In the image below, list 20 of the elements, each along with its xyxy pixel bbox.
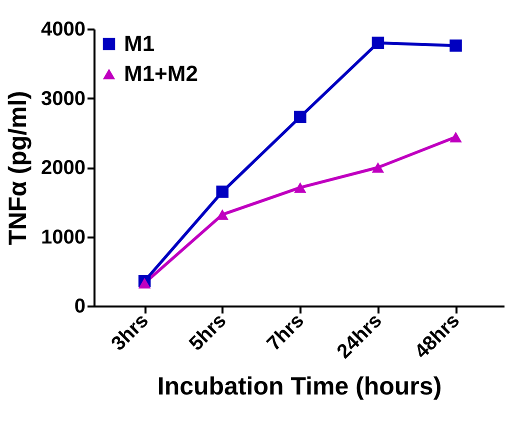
point xyxy=(372,36,384,49)
point xyxy=(450,132,462,142)
y-tick-label: 2000 xyxy=(41,157,86,179)
y-tick-label: 0 xyxy=(74,296,86,318)
x-tick-label: 7hrs xyxy=(263,310,308,356)
legend-label: M1 xyxy=(124,31,155,56)
x-tick-label: 5hrs xyxy=(185,310,231,356)
point xyxy=(450,39,462,52)
x-axis-title: Incubation Time (hours) xyxy=(157,372,442,400)
point xyxy=(294,110,306,124)
point xyxy=(372,162,384,173)
point xyxy=(294,182,306,193)
point xyxy=(216,186,228,198)
point xyxy=(138,278,151,288)
y-tick-label: 1000 xyxy=(41,226,86,248)
y-tick-label: 4000 xyxy=(41,18,86,40)
x-tick-label: 3hrs xyxy=(107,310,153,356)
y-tick-label: 3000 xyxy=(41,88,86,110)
y-axis-title: TNFα (pg/ml) xyxy=(4,90,32,246)
legend-label: M1+M2 xyxy=(124,61,198,86)
